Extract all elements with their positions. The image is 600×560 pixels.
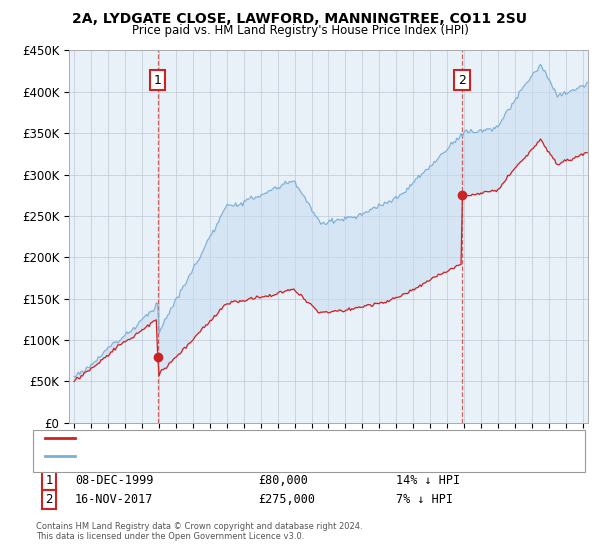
Text: 1: 1 [154,74,161,87]
Text: Contains HM Land Registry data © Crown copyright and database right 2024.
This d: Contains HM Land Registry data © Crown c… [36,522,362,542]
Text: £80,000: £80,000 [258,474,308,487]
Text: 16-NOV-2017: 16-NOV-2017 [75,493,154,506]
Text: 2: 2 [46,493,53,506]
Text: 2A, LYDGATE CLOSE, LAWFORD, MANNINGTREE, CO11 2SU (detached house): 2A, LYDGATE CLOSE, LAWFORD, MANNINGTREE,… [81,433,501,444]
Text: 14% ↓ HPI: 14% ↓ HPI [396,474,460,487]
Text: £275,000: £275,000 [258,493,315,506]
Text: 2: 2 [458,74,466,87]
Text: Price paid vs. HM Land Registry's House Price Index (HPI): Price paid vs. HM Land Registry's House … [131,24,469,36]
Text: 1: 1 [46,474,53,487]
Text: 08-DEC-1999: 08-DEC-1999 [75,474,154,487]
Text: 2A, LYDGATE CLOSE, LAWFORD, MANNINGTREE, CO11 2SU: 2A, LYDGATE CLOSE, LAWFORD, MANNINGTREE,… [73,12,527,26]
Text: 7% ↓ HPI: 7% ↓ HPI [396,493,453,506]
Text: HPI: Average price, detached house, Tendring: HPI: Average price, detached house, Tend… [81,451,330,461]
